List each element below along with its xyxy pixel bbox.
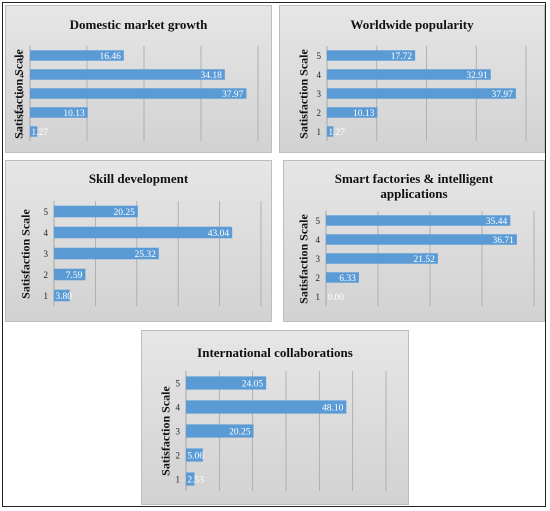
- tick-label: 4: [44, 228, 49, 238]
- tick-label: 4: [317, 70, 322, 80]
- chart-panel-5: International collaborations Satisfaction…: [141, 330, 409, 505]
- data-label: 5.06: [187, 452, 204, 462]
- bar-4: [186, 400, 347, 414]
- bar-2: [327, 107, 378, 118]
- chart-panel-3: Skill development Satisfaction Scale 1 3.80…: [5, 160, 272, 322]
- bar-2: [326, 272, 359, 283]
- bar-4: [327, 69, 491, 80]
- bar-5: [327, 50, 416, 61]
- bar-1: [54, 289, 70, 302]
- tick-label: 2: [176, 451, 181, 461]
- data-label: 34.18: [200, 71, 222, 81]
- tick-label: 4: [316, 235, 321, 245]
- tick-label: 3: [20, 89, 25, 99]
- chart-title: Smart factories & intelligent applicatio…: [334, 171, 494, 201]
- bar-5: [54, 205, 138, 218]
- tick-label: 5: [176, 379, 181, 389]
- data-label: 37.97: [492, 90, 514, 100]
- data-label: 3.80: [55, 292, 72, 302]
- data-label: 21.52: [414, 255, 436, 265]
- tick-label: 2: [317, 108, 322, 118]
- bar-5: [326, 215, 511, 226]
- data-label: 43.04: [208, 229, 230, 239]
- data-label: 16.46: [99, 52, 121, 62]
- bar-3: [186, 424, 254, 438]
- tick-label: 2: [44, 270, 49, 280]
- chart-panel-1: Domestic market growth Satisfaction Scale…: [5, 5, 272, 153]
- bar-3: [326, 253, 438, 264]
- data-label: 10.13: [63, 109, 85, 119]
- chart-title: Skill development: [88, 171, 189, 186]
- data-label: 35.44: [486, 217, 508, 227]
- data-label: 32.91: [466, 71, 488, 81]
- bar-5: [30, 50, 124, 61]
- tick-label: 1: [176, 475, 181, 485]
- data-label: 25.32: [134, 250, 156, 260]
- bar-5: [186, 376, 267, 390]
- data-label: 36.71: [493, 236, 515, 246]
- tick-label: 3: [317, 89, 322, 99]
- bar-2: [186, 448, 203, 462]
- tick-label: 1: [20, 127, 25, 137]
- tick-label: 4: [20, 70, 25, 80]
- tick-label: 2: [20, 108, 25, 118]
- tick-label: 2: [316, 273, 321, 283]
- tick-label: 3: [316, 254, 321, 264]
- data-label: 6.33: [339, 274, 356, 284]
- data-label: 24.05: [242, 380, 264, 390]
- bar-3: [30, 88, 247, 99]
- bar-chart: 1 2.53 2 5.06 3 20.25 4 48.10 5 24.05: [176, 371, 387, 491]
- data-label: 7.59: [66, 271, 83, 281]
- bar-3: [327, 88, 516, 99]
- tick-label: 1: [317, 127, 322, 137]
- data-label: 1.27: [31, 128, 48, 138]
- data-label: 17.72: [391, 52, 413, 62]
- data-label: 2.53: [187, 476, 204, 486]
- tick-label: 4: [176, 403, 181, 413]
- bar-chart: 1 0.00 2 6.33 3 21.52 4 36.71 5 35.44: [316, 211, 535, 306]
- data-label: 37.97: [222, 90, 244, 100]
- chart-title: Domestic market growth: [69, 17, 208, 32]
- chart-panel-4: Smart factories & intelligent applicatio…: [283, 160, 545, 322]
- bar-1: [327, 126, 334, 137]
- data-label: 20.25: [113, 208, 135, 218]
- data-label: 48.10: [322, 404, 344, 414]
- bar-2: [54, 268, 86, 281]
- tick-label: 5: [44, 207, 49, 217]
- tick-label: 3: [176, 427, 181, 437]
- bar-4: [54, 226, 233, 239]
- data-label: 20.25: [229, 428, 251, 438]
- bar-4: [30, 69, 225, 80]
- bar-3: [54, 247, 159, 260]
- bar-1: [30, 126, 38, 137]
- tick-label: 5: [316, 216, 321, 226]
- data-label: 0.00: [327, 293, 344, 303]
- tick-label: 1: [316, 292, 321, 302]
- tick-label: 5: [20, 51, 25, 61]
- bar-chart: 1 1.27 2 10.13 3 37.97 4 34.18 5 16.46: [20, 46, 259, 141]
- chart-panel-2: Worldwide popularity Satisfaction Scale 1 1…: [279, 5, 545, 153]
- bar-1: [186, 472, 195, 486]
- chart-title: Worldwide popularity: [350, 17, 474, 32]
- tick-label: 5: [317, 51, 322, 61]
- bar-4: [326, 234, 517, 245]
- data-label: 10.13: [353, 109, 375, 119]
- chart-title: International collaborations: [197, 345, 353, 360]
- tick-label: 1: [44, 291, 49, 301]
- bar-chart: 1 3.80 2 7.59 3 25.32 4 43.04 5 20.25: [44, 201, 262, 306]
- bar-chart: 1 1.27 2 10.13 3 37.97 4 32.91 5 17.72: [317, 46, 527, 141]
- bar-2: [30, 107, 88, 118]
- data-label: 1.27: [328, 128, 345, 138]
- tick-label: 3: [44, 249, 49, 259]
